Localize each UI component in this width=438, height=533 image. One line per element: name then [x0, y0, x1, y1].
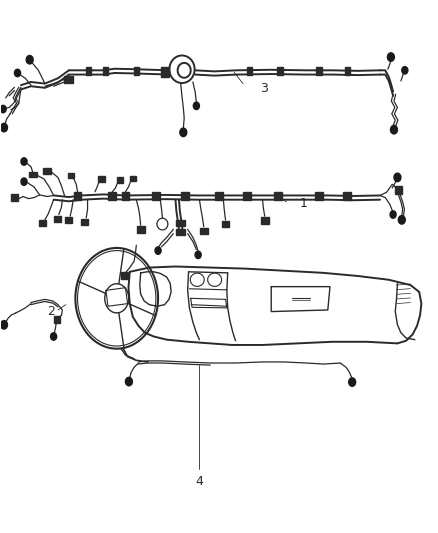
- Bar: [317, 67, 322, 75]
- Circle shape: [398, 216, 405, 224]
- Bar: [274, 192, 282, 200]
- Circle shape: [388, 53, 394, 61]
- Bar: [244, 192, 251, 200]
- Bar: [395, 187, 402, 194]
- Bar: [222, 221, 230, 227]
- Circle shape: [21, 178, 27, 185]
- Circle shape: [155, 247, 161, 254]
- Circle shape: [0, 123, 7, 132]
- Circle shape: [0, 320, 7, 329]
- Bar: [98, 176, 105, 182]
- Bar: [11, 195, 18, 201]
- Circle shape: [0, 106, 6, 113]
- Bar: [39, 220, 46, 226]
- Circle shape: [125, 377, 132, 386]
- Bar: [120, 272, 127, 279]
- Bar: [86, 67, 91, 75]
- Bar: [65, 216, 72, 223]
- Bar: [43, 168, 51, 174]
- Bar: [130, 176, 136, 181]
- Bar: [54, 317, 60, 322]
- Bar: [161, 67, 169, 77]
- Bar: [315, 192, 323, 200]
- Circle shape: [390, 211, 396, 218]
- Text: 3: 3: [260, 83, 268, 95]
- Circle shape: [14, 69, 21, 77]
- Bar: [134, 67, 139, 75]
- Text: 1: 1: [300, 197, 307, 211]
- Bar: [74, 192, 81, 200]
- Bar: [215, 192, 223, 200]
- Circle shape: [50, 333, 57, 340]
- Circle shape: [26, 55, 33, 64]
- Bar: [152, 192, 160, 200]
- Bar: [177, 229, 185, 235]
- Bar: [68, 173, 74, 178]
- Bar: [81, 219, 88, 225]
- Circle shape: [349, 378, 356, 386]
- Text: 4: 4: [195, 475, 203, 488]
- Bar: [345, 67, 350, 75]
- Bar: [121, 192, 129, 200]
- Bar: [177, 220, 185, 226]
- Circle shape: [195, 251, 201, 259]
- Bar: [53, 216, 60, 222]
- Bar: [137, 226, 145, 232]
- Circle shape: [21, 158, 27, 165]
- Bar: [277, 67, 283, 75]
- Circle shape: [394, 173, 401, 182]
- Circle shape: [391, 125, 397, 134]
- Bar: [64, 76, 73, 83]
- Bar: [103, 67, 109, 75]
- Circle shape: [180, 128, 187, 136]
- Circle shape: [402, 67, 408, 74]
- Text: 2: 2: [47, 305, 55, 318]
- Bar: [181, 192, 189, 200]
- Bar: [117, 177, 123, 183]
- Circle shape: [193, 102, 199, 110]
- Bar: [109, 192, 116, 200]
- Bar: [247, 67, 252, 75]
- Bar: [261, 217, 268, 223]
- Bar: [29, 172, 37, 177]
- Bar: [343, 192, 351, 200]
- Bar: [200, 228, 208, 234]
